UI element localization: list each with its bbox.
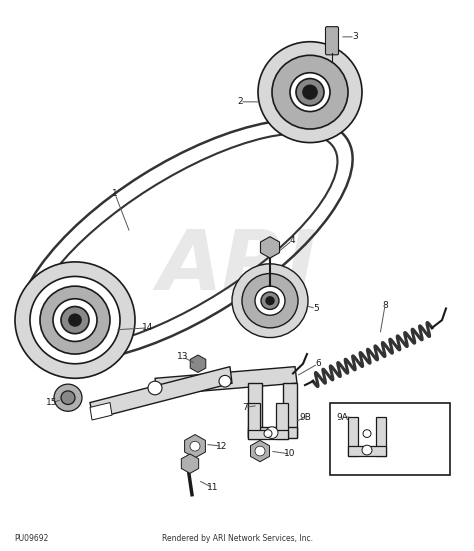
Circle shape	[296, 79, 324, 106]
Bar	[248, 383, 262, 436]
Circle shape	[261, 292, 279, 310]
Ellipse shape	[25, 127, 345, 354]
Circle shape	[53, 299, 97, 342]
Circle shape	[255, 286, 285, 315]
Text: 9B: 9B	[299, 413, 311, 422]
Text: 6: 6	[315, 359, 321, 368]
Circle shape	[303, 85, 317, 99]
Text: ARI: ARI	[157, 226, 317, 307]
FancyBboxPatch shape	[326, 26, 338, 55]
Polygon shape	[182, 454, 199, 473]
Text: 12: 12	[216, 442, 228, 451]
Circle shape	[148, 381, 162, 395]
Text: 5: 5	[313, 304, 319, 313]
Text: 14: 14	[142, 323, 154, 332]
Bar	[348, 417, 358, 456]
Text: 9A: 9A	[336, 413, 348, 422]
Circle shape	[242, 273, 298, 328]
Bar	[248, 403, 260, 439]
Text: 13: 13	[177, 353, 189, 361]
Text: 3: 3	[352, 33, 358, 41]
Polygon shape	[155, 366, 297, 395]
Text: PU09692: PU09692	[14, 534, 49, 543]
Circle shape	[362, 445, 372, 455]
Circle shape	[266, 297, 274, 305]
Circle shape	[363, 430, 371, 437]
Bar	[348, 446, 386, 456]
Bar	[376, 417, 386, 456]
Bar	[248, 430, 288, 439]
Circle shape	[61, 306, 89, 334]
Circle shape	[232, 264, 308, 338]
Circle shape	[290, 73, 330, 111]
Circle shape	[190, 441, 200, 451]
Text: 11: 11	[207, 483, 219, 493]
Text: 7: 7	[242, 403, 248, 412]
Bar	[276, 403, 288, 439]
Circle shape	[255, 446, 265, 456]
Circle shape	[30, 277, 120, 364]
Polygon shape	[90, 403, 112, 420]
Text: 15: 15	[46, 398, 58, 407]
Text: 2: 2	[237, 98, 243, 106]
Polygon shape	[190, 355, 206, 372]
Circle shape	[40, 286, 110, 354]
Circle shape	[219, 375, 231, 387]
Circle shape	[15, 262, 135, 379]
Circle shape	[258, 42, 362, 143]
Polygon shape	[184, 435, 205, 458]
Polygon shape	[250, 440, 270, 462]
Polygon shape	[261, 237, 280, 258]
Circle shape	[272, 55, 348, 129]
Bar	[283, 383, 297, 436]
Bar	[248, 427, 297, 439]
Circle shape	[61, 391, 75, 404]
Bar	[330, 403, 450, 476]
Text: Rendered by ARI Network Services, Inc.: Rendered by ARI Network Services, Inc.	[162, 534, 312, 543]
Circle shape	[54, 384, 82, 411]
Circle shape	[69, 314, 81, 326]
Text: 10: 10	[284, 450, 296, 458]
Polygon shape	[90, 366, 232, 419]
Text: 4: 4	[289, 236, 295, 245]
Text: 1: 1	[112, 190, 118, 198]
Circle shape	[264, 430, 272, 437]
Circle shape	[266, 427, 278, 439]
Text: 8: 8	[382, 301, 388, 310]
